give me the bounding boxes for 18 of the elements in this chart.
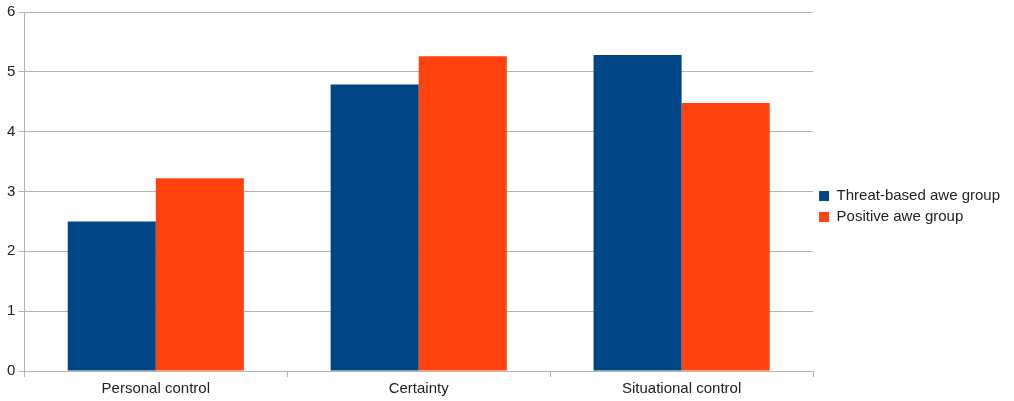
- y-tick-label: 2: [7, 241, 16, 259]
- y-tick-label: 5: [7, 61, 16, 79]
- legend-label: Threat-based awe group: [836, 186, 1000, 204]
- bar: [593, 55, 682, 371]
- bar: [681, 102, 770, 371]
- y-tick-label: 4: [7, 121, 16, 139]
- x-tick-label: Personal control: [101, 379, 210, 397]
- bar: [67, 221, 156, 371]
- y-tick-label: 0: [7, 361, 16, 379]
- legend-label: Positive awe group: [836, 207, 964, 225]
- bar: [155, 178, 244, 371]
- x-tick-label: Situational control: [621, 379, 742, 397]
- bar: [330, 84, 419, 371]
- y-tick-label: 6: [7, 2, 16, 20]
- y-tick-label: 3: [7, 181, 16, 199]
- x-tick-label: Certainty: [388, 379, 450, 397]
- y-tick-label: 1: [7, 301, 16, 319]
- bar: [418, 56, 507, 371]
